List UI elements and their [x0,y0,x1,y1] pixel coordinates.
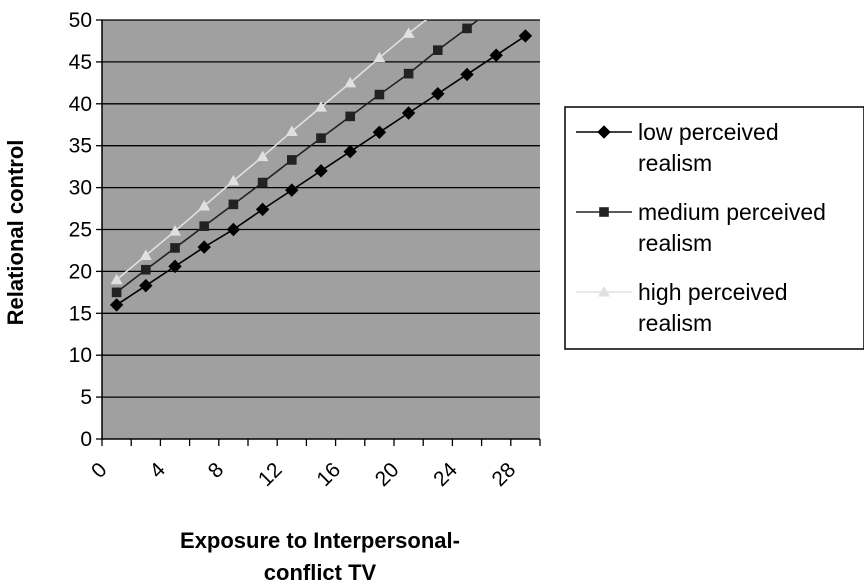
x-tick-label: 4 [145,458,170,483]
data-point [285,183,299,197]
data-point [109,298,124,312]
data-point [518,29,533,43]
legend-box [564,106,864,350]
data-point [227,174,240,186]
y-tick-label: 45 [69,51,92,74]
data-point [401,106,416,120]
data-point [489,48,503,62]
data-point [285,125,298,136]
x-axis-title-line-1: Exposure to Interpersonal- [180,528,460,553]
legend-label-line-1: medium perceived [638,199,826,225]
legend-label-line-2: realism [638,310,712,336]
data-point [287,155,297,165]
data-point [141,264,151,275]
y-tick-label: 20 [69,260,92,283]
data-point [374,89,385,100]
data-point [139,278,153,293]
x-tick-labels: 0 4 8 12 16 20 24 28 [87,458,520,491]
y-tick-label: 35 [69,135,92,158]
data-point [170,243,180,253]
data-point [168,259,182,274]
data-point [228,199,239,210]
y-tick-label: 40 [69,93,92,116]
y-tick-label: 10 [69,344,92,367]
legend-item-0: low perceived realism [576,119,779,176]
legend-item-1: medium perceived realism [576,199,826,256]
x-tick-label: 16 [312,458,345,491]
data-point [110,273,123,285]
data-point [373,51,386,63]
legend-label-line-1: low perceived [638,119,779,145]
y-tick-labels: 0 5 10 15 20 25 30 35 40 45 50 [69,9,92,451]
legend-marker [599,207,609,217]
axes [96,19,541,446]
x-tick-label: 20 [371,458,404,491]
data-point [343,144,357,159]
data-point [460,67,474,82]
data-point [344,76,357,88]
y-tick-label: 5 [80,386,92,409]
legend-marker [598,286,610,297]
y-tick-label: 15 [69,302,92,325]
x-tick-label: 8 [204,458,229,483]
x-tick-label: 12 [254,458,287,491]
data-point [403,68,414,79]
series-line-1 [116,20,480,293]
data-point [433,45,443,55]
x-tick-label: 0 [87,458,112,483]
data-point [462,23,472,34]
data-point [199,221,209,231]
legend-label-line-2: realism [638,230,712,256]
y-axis-title: Relational control [3,140,28,326]
data-point [402,27,415,38]
data-point [255,202,270,217]
data-point [372,125,387,139]
series-markers [109,23,533,312]
data-point [257,177,268,188]
y-tick-label: 0 [80,428,92,451]
y-tick-label: 30 [69,177,92,200]
legend-label-line-2: realism [638,150,712,176]
data-point [345,111,355,122]
y-tick-label: 50 [69,9,92,32]
x-tick-label: 28 [488,458,521,491]
data-point [197,240,211,254]
legend-label-line-1: high perceived [638,279,788,305]
data-point [169,225,181,236]
data-point [316,133,326,143]
data-point [256,150,269,162]
x-tick-label: 24 [429,458,462,491]
y-tick-label: 25 [69,219,92,242]
data-point [226,222,241,237]
data-point [314,164,328,178]
data-point [139,249,152,260]
legend-item-2: high perceived realism [576,279,788,336]
data-point [431,87,445,101]
data-point [198,200,211,211]
x-axis-title-line-2: conflict TV [264,560,377,585]
legend: low perceived realism medium perceived real… [564,106,864,350]
legend-marker [597,125,611,139]
data-point [111,287,122,298]
data-point [315,101,327,112]
gridlines [102,19,540,398]
